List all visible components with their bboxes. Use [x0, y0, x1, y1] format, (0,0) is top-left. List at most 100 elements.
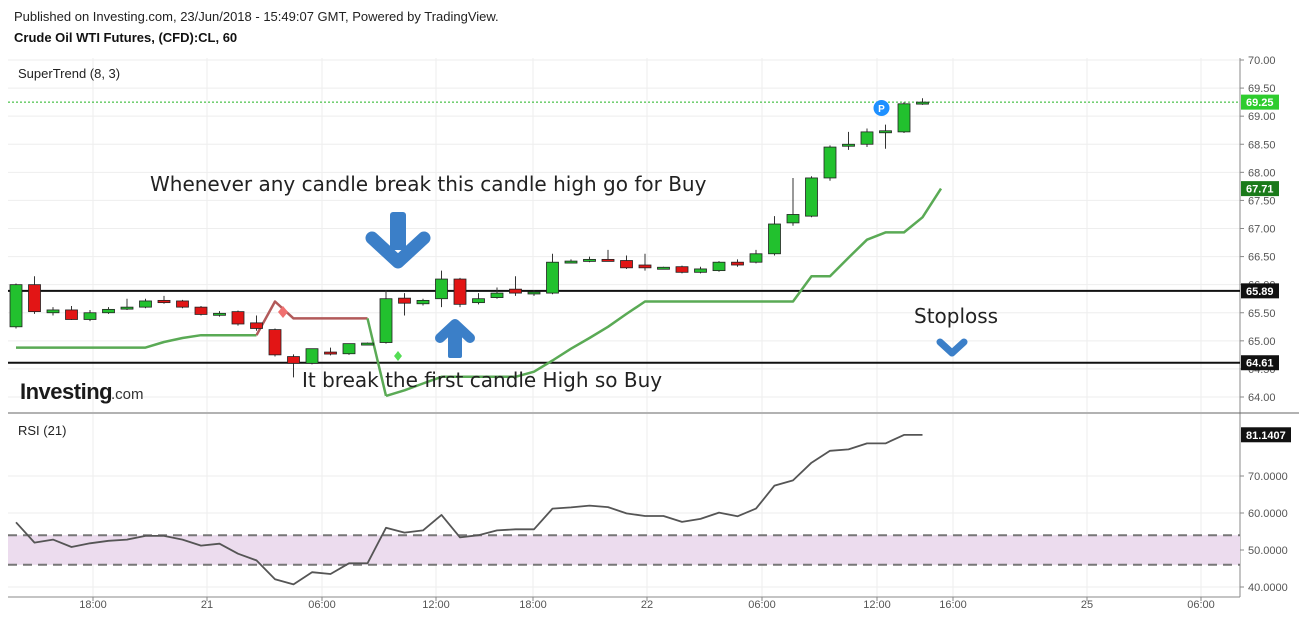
chevron-down-icon [936, 338, 968, 357]
candle [805, 176, 818, 218]
time-tick-label: 12:00 [863, 599, 891, 611]
candle [305, 348, 319, 365]
candle-body [65, 309, 78, 320]
price-tags: 69.25 67.71 65.89 64.61 81.1407 [1241, 94, 1291, 443]
candle [657, 266, 670, 270]
candle-body [564, 260, 578, 264]
price-axis-ticks: 70.00 69.50 69.00 68.50 68.00 67.50 67.00 66.50… [1240, 55, 1276, 404]
time-axis-ticks: 18:00 21 06:00 12:00 18:00 22 06:00 12:00 16:00 2… [79, 597, 1215, 611]
supertrend-up-segment [16, 333, 257, 349]
candle [83, 309, 97, 322]
candle [361, 342, 374, 346]
candle [213, 311, 226, 317]
candle [490, 287, 504, 299]
price-tick-label: 66.50 [1248, 252, 1276, 264]
candle [435, 270, 448, 308]
supertrend-tag: 67.71 [1241, 181, 1279, 197]
candle [176, 299, 189, 309]
candle-body [601, 258, 615, 262]
time-tick-label: 21 [201, 599, 213, 611]
price-tick-label: 68.00 [1248, 167, 1276, 179]
sell-flip-diamond-icon [278, 306, 288, 318]
candle-body [490, 292, 504, 298]
candle-body [712, 261, 726, 272]
candle-body [509, 288, 522, 294]
candle-body [305, 348, 319, 364]
time-tick-label: 06:00 [1187, 599, 1215, 611]
candle-body [361, 342, 374, 346]
support-resistance-levels [8, 289, 1240, 364]
rsi-last-tag-text: 81.1407 [1246, 430, 1286, 442]
candle [287, 354, 300, 378]
rsi-band [8, 534, 1240, 566]
candle [897, 102, 911, 134]
level-tag: 64.61 [1241, 355, 1279, 371]
candle [46, 307, 60, 316]
level-tag-text: 64.61 [1246, 358, 1274, 370]
rsi-tick-label: 40.0000 [1248, 582, 1288, 594]
candle [601, 249, 615, 262]
price-tick-label: 67.50 [1248, 195, 1276, 207]
last-price-tag: 69.25 [1241, 94, 1279, 110]
candle [842, 131, 855, 150]
candle [453, 277, 467, 308]
candle-body [176, 300, 189, 308]
last-price-tag-bg [1241, 94, 1279, 110]
supertrend-tag-text: 67.71 [1246, 184, 1274, 196]
candle-body [546, 261, 559, 294]
candle [102, 307, 115, 314]
candle [324, 347, 337, 356]
candle-body [28, 284, 41, 313]
rsi-tick-label: 50.0000 [1248, 545, 1288, 557]
supertrend-up-segment [385, 187, 943, 398]
rsi-polyline [15, 433, 923, 586]
candle-body [897, 103, 911, 133]
candle [120, 298, 134, 310]
svg-text:.com: .com [111, 386, 144, 403]
candle-body [583, 258, 596, 262]
candle-body [102, 308, 115, 314]
candle-body [398, 297, 411, 304]
price-grid [8, 58, 1240, 412]
signal-p-icon: P [873, 100, 890, 116]
annotation-buy-rule: Whenever any candle break this candle hi… [150, 172, 707, 196]
price-tick-label: 65.50 [1248, 308, 1276, 320]
time-tick-label: 22 [641, 599, 653, 611]
rsi-label: RSI (21) [18, 423, 66, 438]
level-tag-bg [1241, 283, 1279, 299]
candle-body [823, 146, 837, 179]
candle [879, 124, 892, 149]
candle [916, 98, 929, 105]
rsi-tick-label: 60.0000 [1248, 508, 1288, 520]
annotation-stoploss: Stoploss [914, 304, 998, 328]
candle-body [213, 312, 226, 316]
candle [749, 249, 763, 264]
candle [398, 293, 411, 316]
candle-body [842, 143, 855, 147]
candle [564, 259, 578, 264]
price-tick-label: 64.00 [1248, 392, 1276, 404]
candle [527, 290, 541, 296]
candle [472, 293, 485, 305]
rsi-grid [8, 414, 1240, 597]
candle-body [786, 214, 800, 224]
rsi-band-fill [8, 535, 1240, 565]
time-tick-label: 18:00 [79, 599, 107, 611]
candle-body [638, 264, 652, 269]
candle [28, 276, 41, 314]
supertrend-label: SuperTrend (8, 3) [18, 66, 120, 81]
candle [250, 315, 263, 331]
candle [786, 177, 800, 226]
level-tag-text: 65.89 [1246, 286, 1274, 298]
candle [342, 343, 356, 355]
candle [509, 276, 522, 296]
candle-body [694, 268, 707, 273]
investing-logo: Investing .com [20, 379, 144, 404]
rsi-last-tag: 81.1407 [1241, 427, 1291, 443]
candle-body [120, 306, 134, 310]
candle [157, 295, 171, 304]
candle-body [9, 284, 23, 328]
level-tag: 65.89 [1241, 283, 1279, 299]
candle [694, 266, 707, 274]
